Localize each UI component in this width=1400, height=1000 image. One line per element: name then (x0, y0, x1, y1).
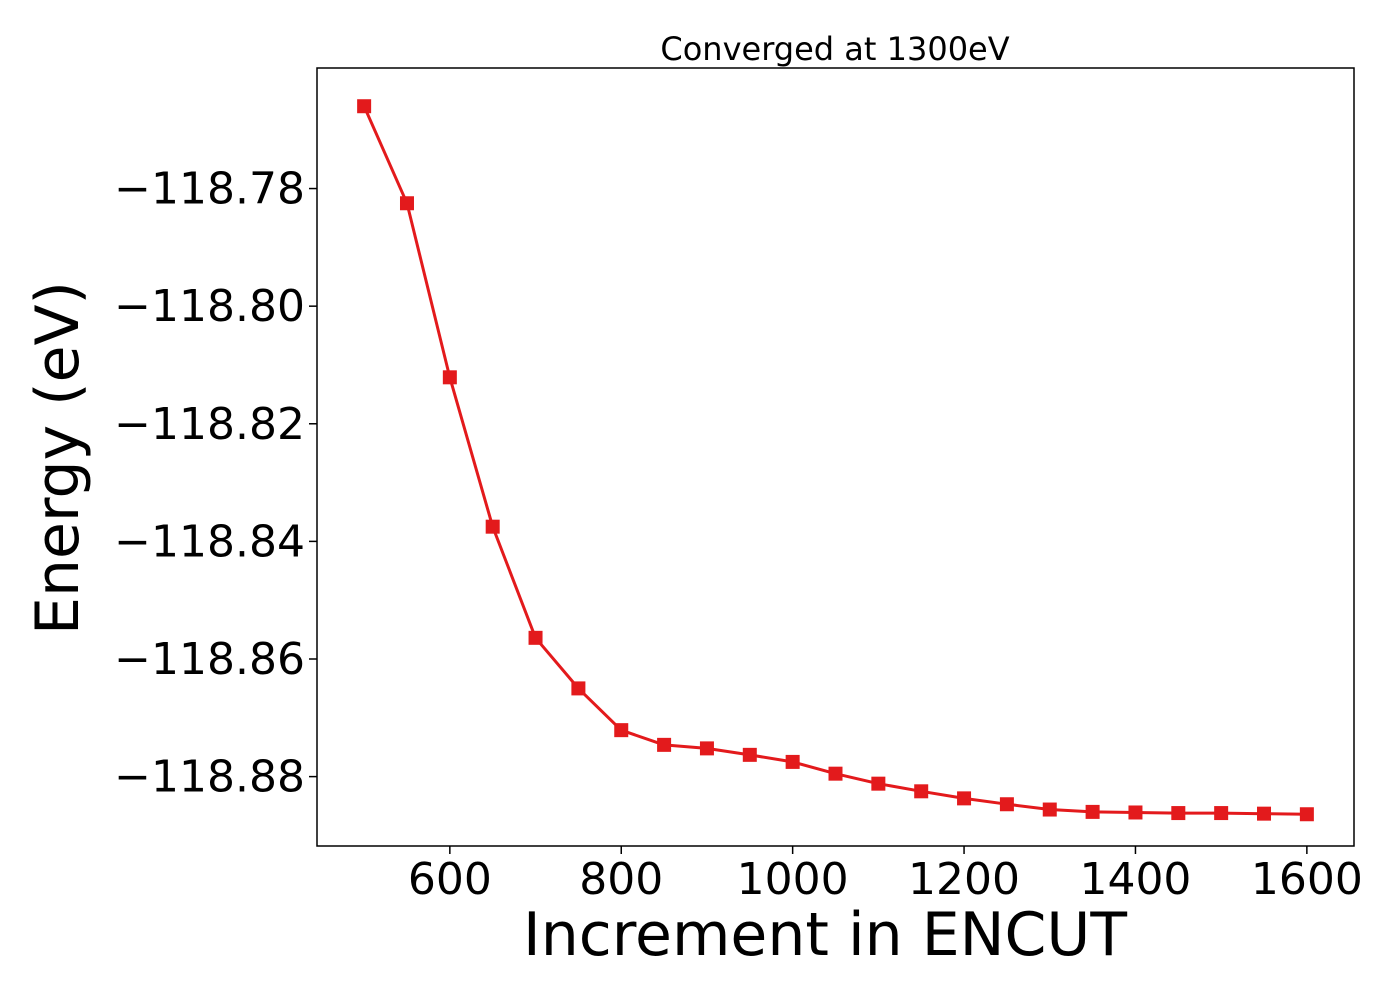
data-point-marker (871, 776, 886, 791)
x-tick-label: 600 (408, 854, 492, 905)
x-axis-title: Increment in ENCUT (523, 900, 1127, 970)
y-tick-label: −118.88 (114, 752, 305, 803)
x-tick-label: 1000 (737, 854, 849, 905)
data-point-marker (914, 784, 929, 799)
data-point-marker (1085, 804, 1100, 819)
data-point-marker (1299, 807, 1314, 822)
data-point-marker (1171, 806, 1186, 821)
y-tick-label: −118.86 (114, 634, 305, 685)
data-point-marker (614, 723, 629, 738)
data-point-marker (485, 519, 500, 534)
series-layer (357, 99, 1314, 822)
x-tick-label: 1200 (908, 854, 1020, 905)
data-point-marker (1257, 806, 1272, 821)
x-tick-label: 1600 (1251, 854, 1363, 905)
data-point-marker (399, 196, 414, 211)
data-point-marker (357, 99, 372, 114)
data-point-marker (571, 681, 586, 696)
data-point-marker (1214, 806, 1229, 821)
y-tick-label: −118.84 (114, 516, 305, 567)
x-tick-label: 1400 (1079, 854, 1191, 905)
y-tick-label: −118.80 (114, 281, 305, 332)
x-tick-label: 800 (579, 854, 663, 905)
data-point-marker (999, 797, 1014, 812)
y-axis-title: Energy (eV) (23, 281, 93, 635)
data-point-marker (1128, 805, 1143, 820)
data-point-marker (657, 737, 672, 752)
data-point-marker (957, 791, 972, 806)
data-point-marker (828, 766, 843, 781)
data-point-marker (442, 370, 457, 385)
y-tick-label: −118.82 (114, 399, 305, 450)
data-point-marker (528, 630, 543, 645)
data-point-marker (785, 754, 800, 769)
y-tick-label: −118.78 (114, 164, 305, 215)
chart-title: Converged at 1300eV (660, 30, 1009, 68)
y-axis: −118.78 −118.80 −118.82 −118.84 −118.86 −118.… (114, 164, 317, 803)
data-point-marker (1042, 802, 1057, 817)
data-point-marker (699, 741, 714, 756)
x-axis: 600 800 1000 1200 1400 1600 (408, 846, 1363, 905)
data-point-marker (742, 747, 757, 762)
plot-area-frame (316, 67, 1355, 847)
